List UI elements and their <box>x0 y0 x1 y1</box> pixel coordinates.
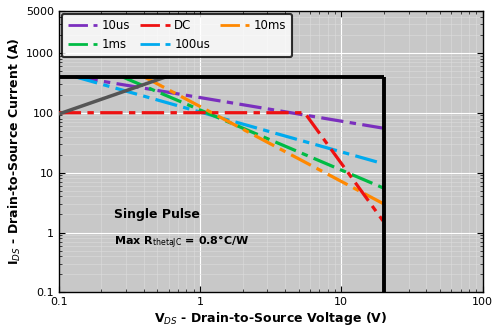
X-axis label: V$_{DS}$ - Drain-to-Source Voltage (V): V$_{DS}$ - Drain-to-Source Voltage (V) <box>154 310 387 327</box>
Legend: 10us, 1ms, DC, 100us, 10ms: 10us, 1ms, DC, 100us, 10ms <box>62 14 292 57</box>
Text: Max R$_{\mathrm{thetaJC}}$ = 0.8°C/W: Max R$_{\mathrm{thetaJC}}$ = 0.8°C/W <box>114 233 249 251</box>
Text: Single Pulse: Single Pulse <box>114 208 200 221</box>
Y-axis label: I$_{DS}$ - Drain-to-Source Current (A): I$_{DS}$ - Drain-to-Source Current (A) <box>7 38 23 266</box>
